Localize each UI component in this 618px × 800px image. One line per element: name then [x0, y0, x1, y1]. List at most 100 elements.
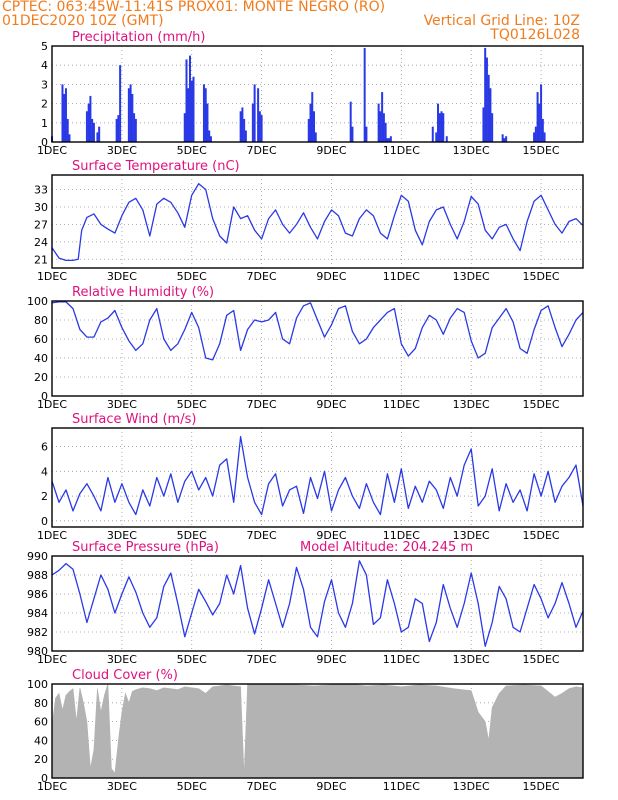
precip-bar — [482, 107, 485, 142]
precip-bar — [491, 113, 494, 142]
precip-bar — [91, 118, 94, 142]
x-tick-label: 11DEC — [383, 653, 420, 666]
y-tick-label: 40 — [34, 734, 48, 747]
x-tick-label: 1DEC — [37, 529, 67, 542]
x-tick-label: 13DEC — [453, 653, 490, 666]
precip-bar — [241, 107, 244, 142]
grid-line-note: Vertical Grid Line: 10Z — [423, 13, 580, 29]
precip-bar — [89, 95, 92, 142]
precip-bar — [117, 115, 120, 142]
x-tick-label: 3DEC — [107, 270, 137, 283]
precip-bar — [183, 113, 186, 142]
panel-title: Surface Pressure (hPa) — [72, 540, 219, 555]
y-tick-label: 980 — [27, 645, 48, 658]
y-tick-label: 986 — [27, 588, 48, 601]
y-tick-label: 60 — [34, 716, 48, 729]
x-tick-label: 5DEC — [177, 529, 207, 542]
plot-frame — [51, 45, 584, 143]
y-tick-label: 1 — [41, 117, 48, 130]
y-tick-label: 20 — [34, 371, 48, 384]
panel-title: Cloud Cover (%) — [72, 668, 178, 683]
date-header: 01DEC2020 10Z (GMT) — [2, 13, 164, 29]
precip-bar — [187, 88, 190, 142]
precip-bar — [257, 88, 260, 142]
x-tick-label: 13DEC — [453, 270, 490, 283]
precip-bar — [133, 113, 136, 142]
precip-bar — [131, 94, 134, 142]
precip-bar — [489, 88, 492, 142]
y-tick-label: 0 — [41, 136, 48, 149]
y-tick-label: 988 — [27, 569, 48, 582]
panel-title: Surface Wind (m/s) — [72, 412, 196, 427]
precip-bar — [363, 47, 366, 142]
precip-bar — [314, 132, 317, 142]
x-tick-label: 11DEC — [383, 144, 420, 157]
x-tick-label: 11DEC — [383, 529, 420, 542]
precip-bar — [536, 92, 539, 142]
panel-title: Precipitation (mm/h) — [72, 30, 205, 45]
x-tick-label: 3DEC — [107, 529, 137, 542]
precip-bar — [377, 103, 380, 142]
plot-frame — [51, 174, 584, 269]
precip-bar — [485, 57, 488, 142]
x-tick-label: 3DEC — [107, 780, 137, 793]
x-tick-label: 11DEC — [383, 398, 420, 411]
precip-bar — [540, 84, 543, 142]
precip-bar — [188, 55, 191, 142]
x-tick-label: 5DEC — [177, 144, 207, 157]
x-tick-label: 5DEC — [177, 398, 207, 411]
y-tick-label: 33 — [34, 184, 48, 197]
y-tick-label: 4 — [41, 465, 48, 478]
y-tick-label: 21 — [34, 253, 48, 266]
x-tick-label: 7DEC — [247, 144, 277, 157]
precip-bar — [134, 118, 137, 142]
x-tick-label: 15DEC — [523, 144, 560, 157]
precip-bar — [311, 92, 314, 142]
y-tick-label: 990 — [27, 550, 48, 563]
panel-title: Relative Humidity (%) — [72, 285, 214, 300]
precip-bar — [92, 122, 95, 142]
x-tick-label: 15DEC — [523, 270, 560, 283]
y-tick-label: 40 — [34, 352, 48, 365]
x-tick-label: 9DEC — [316, 270, 346, 283]
panel-6: 0 20 40 60 80 100 Cloud Cover (%) 1DEC 3DEC 5DEC 7… — [27, 668, 584, 793]
precip-bar — [437, 103, 440, 142]
plot-frame — [51, 683, 584, 779]
precip-bar — [435, 132, 438, 142]
x-tick-label: 13DEC — [453, 780, 490, 793]
precip-bar — [431, 126, 434, 142]
run-code: TQ0126L028 — [490, 27, 580, 43]
precip-bar — [206, 103, 209, 142]
precip-bar — [253, 84, 256, 142]
precip-bar — [251, 103, 254, 142]
precip-bar — [386, 138, 389, 142]
x-tick-label: 9DEC — [316, 780, 346, 793]
y-tick-label: 80 — [34, 697, 48, 710]
precip-bar — [538, 103, 541, 142]
series-line — [51, 183, 584, 262]
precip-bar — [244, 130, 247, 142]
x-tick-label: 3DEC — [107, 398, 137, 411]
precip-bar — [87, 103, 90, 142]
precip-bar — [129, 84, 132, 142]
precip-bar — [534, 126, 537, 142]
panel-2: 21 24 27 30 33 Surface Temperature (nC) 1DEC 3D… — [34, 159, 584, 283]
precip-bar — [365, 126, 368, 142]
plot-frame — [51, 427, 584, 528]
precip-bar — [388, 138, 391, 142]
precip-bar — [64, 88, 67, 142]
x-tick-label: 13DEC — [453, 144, 490, 157]
precip-bar — [309, 103, 312, 142]
y-tick-label: 24 — [34, 236, 48, 249]
precip-bar — [192, 76, 195, 142]
x-tick-label: 13DEC — [453, 398, 490, 411]
precip-bar — [209, 136, 212, 142]
y-tick-label: 2 — [41, 98, 48, 111]
y-tick-label: 80 — [34, 314, 48, 327]
x-tick-label: 15DEC — [523, 653, 560, 666]
x-tick-label: 5DEC — [177, 653, 207, 666]
precip-bar — [389, 136, 392, 142]
y-tick-label: 4 — [41, 59, 48, 72]
cloud-cover-area — [51, 683, 584, 779]
